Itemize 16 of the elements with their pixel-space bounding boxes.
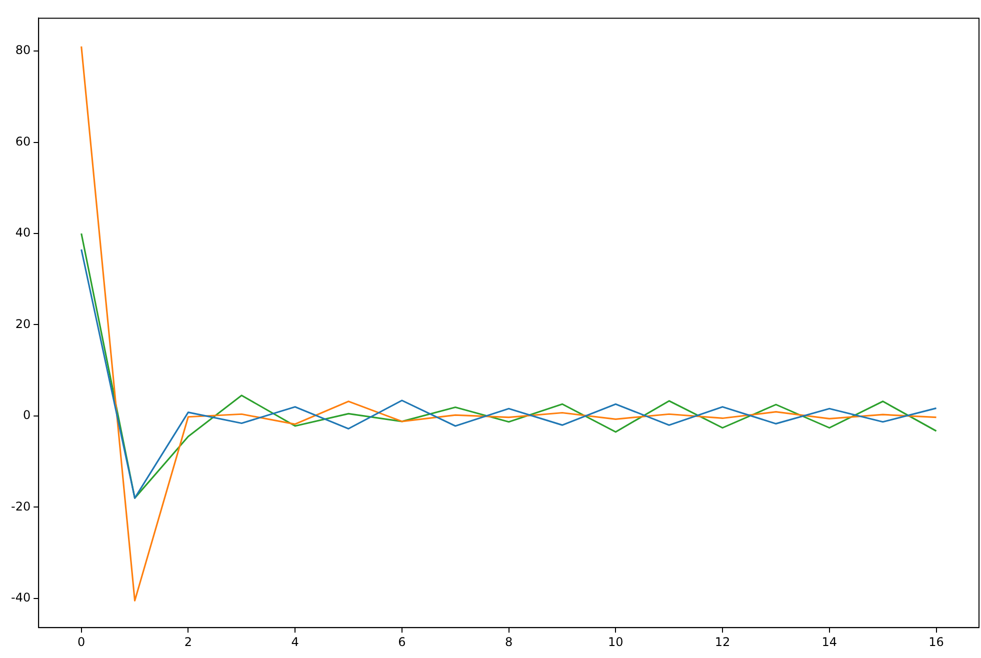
x-tick-label: 8 [504, 634, 513, 649]
x-tick-label: 0 [78, 634, 86, 649]
y-tick-label: -20 [10, 499, 31, 514]
x-tick-label: 16 [928, 634, 944, 649]
y-tick-label: 20 [15, 316, 31, 331]
x-tick-label: 12 [714, 634, 730, 649]
y-tick-label: 0 [22, 408, 31, 422]
y-tick-label: -40 [10, 590, 31, 605]
x-tick-label: 10 [608, 634, 624, 649]
y-tick-label: 40 [15, 226, 31, 240]
x-tick-label: 6 [398, 634, 406, 649]
y-tick-label: 60 [15, 134, 31, 148]
y-tick-label: 80 [15, 43, 31, 58]
x-tick-label: 14 [822, 634, 838, 649]
x-tick-label: 4 [291, 634, 299, 649]
x-tick-label: 2 [184, 634, 192, 649]
